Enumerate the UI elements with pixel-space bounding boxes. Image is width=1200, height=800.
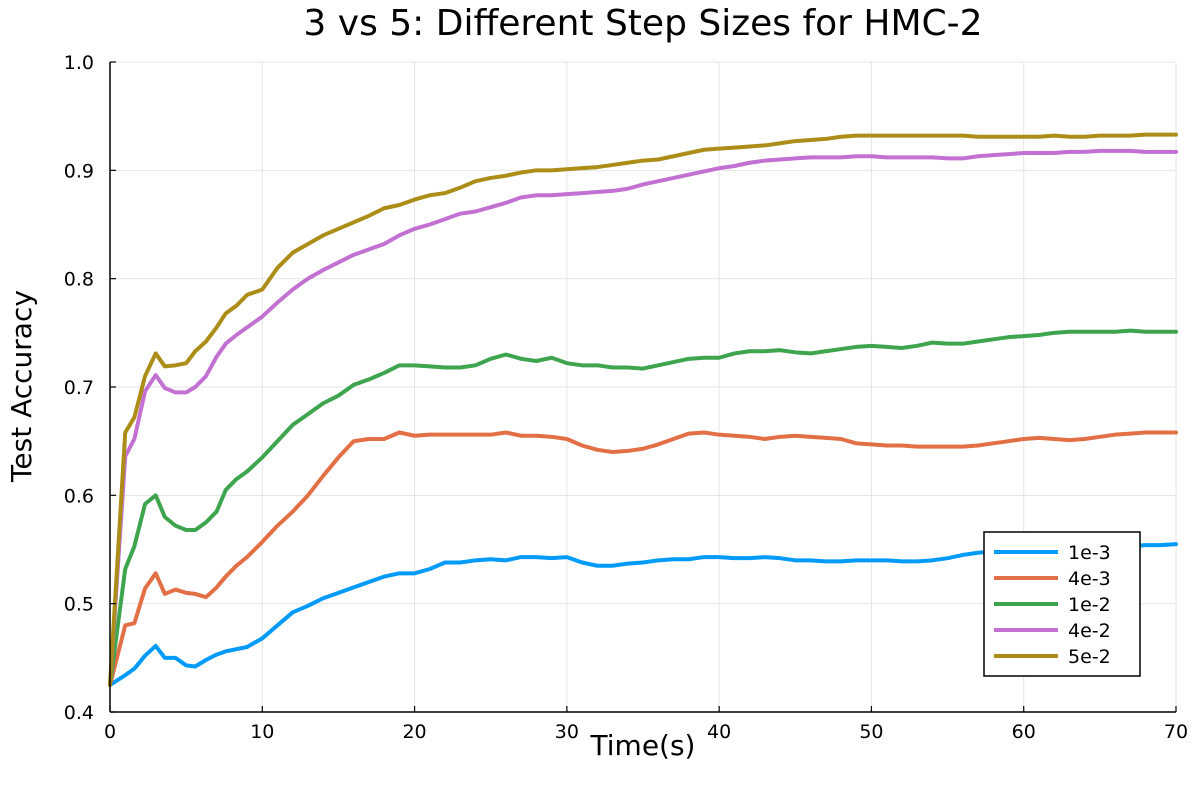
x-tick-label: 60 <box>1012 721 1036 743</box>
legend-label: 1e-2 <box>1068 594 1111 616</box>
x-tick-label: 40 <box>707 721 731 743</box>
series-line-1e-2 <box>108 328 1178 687</box>
legend: 1e-3 4e-3 1e-2 4e-2 5e-2 <box>983 531 1141 677</box>
series-lines <box>108 132 1178 687</box>
legend-label: 5e-2 <box>1068 646 1111 668</box>
y-tick-label: 0.4 <box>64 702 94 724</box>
legend-label: 4e-2 <box>1068 620 1111 642</box>
x-tick-label: 0 <box>104 721 116 743</box>
legend-label: 4e-3 <box>1068 568 1111 590</box>
y-tick-label: 0.5 <box>64 594 94 616</box>
x-tick-label: 10 <box>250 721 274 743</box>
x-tick-label: 50 <box>859 721 883 743</box>
chart-title: 3 vs 5: Different Step Sizes for HMC-2 <box>303 3 982 44</box>
series-line-5e-2 <box>108 132 1178 687</box>
y-axis-title: Test Accuracy <box>5 290 38 483</box>
x-axis-title: Time(s) <box>590 729 696 762</box>
x-tick-label: 70 <box>1164 721 1188 743</box>
x-tick-label: 20 <box>402 721 426 743</box>
series-line-4e-2 <box>108 148 1178 687</box>
legend-label: 1e-3 <box>1068 542 1111 564</box>
x-tick-label: 30 <box>555 721 579 743</box>
y-tick-label: 0.9 <box>64 160 94 182</box>
y-tick-label: 0.6 <box>64 485 94 507</box>
series-line-4e-3 <box>108 430 1178 687</box>
y-tick-label: 0.7 <box>64 377 94 399</box>
y-tick-label: 0.8 <box>64 269 94 291</box>
y-tick-label: 1.0 <box>64 52 94 74</box>
axes: 0 10 20 30 40 50 60 70 0.4 0.5 0.6 0.7 0.8 0.9 1.0 <box>64 52 1188 743</box>
